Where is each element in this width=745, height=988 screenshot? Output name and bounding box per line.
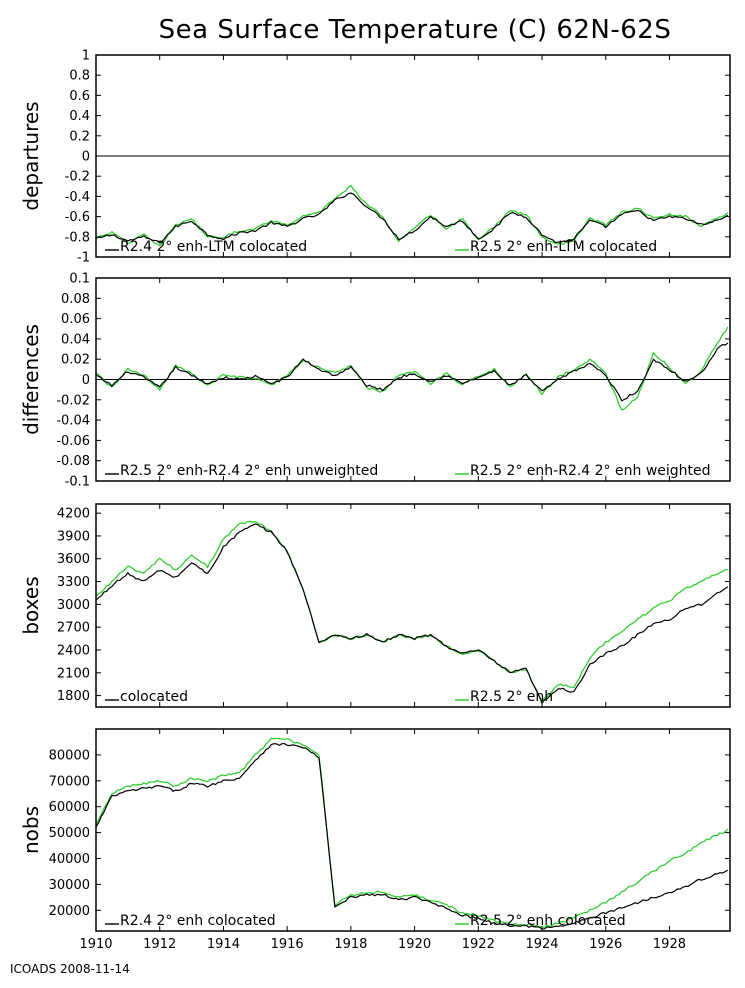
y-axis-title: nobs — [19, 806, 43, 854]
y-tick-label: 80000 — [49, 748, 90, 763]
panel-frame — [95, 728, 731, 932]
x-tick-label: 1916 — [271, 937, 304, 952]
y-tick-label: 50000 — [49, 826, 90, 841]
panel-differences: -0.1 -0.08 -0.06 -0.04 -0.02 0 0.02 0.04 0.06 0.0… — [19, 272, 731, 490]
x-tick-label: 1920 — [398, 937, 431, 952]
y-tick-label: 0.08 — [61, 292, 90, 307]
x-tick-label: 1926 — [589, 937, 622, 952]
y-tick-label: -0.8 — [65, 230, 90, 245]
y-tick-label: 0 — [82, 373, 90, 388]
y-axis-title: differences — [19, 324, 43, 435]
y-tick-label: -0.04 — [56, 414, 90, 429]
x-tick-label: 1914 — [207, 937, 240, 952]
series-line-black — [95, 342, 729, 402]
y-tick-label: 2100 — [57, 666, 90, 681]
y-tick-label: 2400 — [57, 643, 90, 658]
y-tick-label: 0.8 — [69, 69, 90, 84]
series-line-black — [95, 192, 729, 244]
chart-panels: -1 -0.8 -0.6 -0.4 -0.2 0 0.2 0.4 0.6 0.8 1 departur… — [19, 49, 731, 932]
y-tick-label: 0 — [82, 150, 90, 165]
series-line-black — [95, 743, 729, 930]
y-tick-label: 2700 — [57, 621, 90, 636]
panel-departures: -1 -0.8 -0.6 -0.4 -0.2 0 0.2 0.4 0.6 0.8 1 departur… — [19, 49, 731, 266]
x-tick-label: 1922 — [462, 937, 495, 952]
legend-label: R2.5 2° enh — [470, 689, 553, 705]
y-tick-label: 0.4 — [69, 109, 90, 124]
y-tick-label: -1 — [77, 251, 90, 266]
y-tick-label: 0.2 — [69, 129, 90, 144]
y-tick-label: 0.1 — [69, 272, 90, 287]
series-line-green — [95, 737, 729, 928]
legend-label: R2.4 2° enh-LTM colocated — [120, 239, 307, 255]
series-line-green — [95, 184, 729, 247]
y-tick-label: 30000 — [49, 878, 90, 893]
panel-nobs: 20000 30000 40000 50000 60000 70000 80000 nobs R… — [19, 728, 731, 932]
y-tick-label: 1 — [82, 49, 90, 64]
y-tick-label: -0.1 — [65, 475, 90, 490]
legend-label: R2.5 2° enh-R2.4 2° enh unweighted — [120, 463, 378, 479]
y-tick-label: -0.02 — [56, 393, 90, 408]
panel-boxes: 1800 2100 2400 2700 3000 3300 3600 3900 4200 boxe… — [19, 503, 731, 708]
legend-label: R2.5 2° enh-LTM colocated — [470, 239, 657, 255]
y-tick-label: 3300 — [57, 575, 90, 590]
y-axis-title: boxes — [19, 576, 43, 634]
series-line-green — [95, 520, 728, 702]
y-tick-label: 3600 — [57, 552, 90, 567]
y-tick-label: 0.02 — [61, 353, 90, 368]
y-tick-label: -0.4 — [65, 190, 90, 205]
y-tick-label: 20000 — [49, 904, 90, 919]
series-line-green — [95, 326, 729, 411]
x-tick-label: 1918 — [334, 937, 367, 952]
y-tick-label: 70000 — [49, 774, 90, 789]
y-tick-label: 60000 — [49, 800, 90, 815]
legend-label: R2.5 2° enh-R2.4 2° enh weighted — [470, 463, 711, 479]
x-tick-label: 1928 — [653, 937, 686, 952]
panel-frame — [95, 277, 731, 482]
x-tick-label: 1912 — [143, 937, 176, 952]
panel-frame — [95, 503, 731, 708]
y-tick-label: 40000 — [49, 852, 90, 867]
series-line-black — [95, 523, 729, 704]
y-tick-label: 0.6 — [69, 89, 90, 104]
legend-label: R2.5 2° enh colocated — [470, 913, 626, 929]
footer-credit: ICOADS 2008-11-14 — [10, 962, 130, 976]
legend-label: R2.4 2° enh colocated — [120, 913, 276, 929]
chart-title: Sea Surface Temperature (C) 62N-62S — [159, 15, 672, 45]
y-tick-label: 3000 — [57, 598, 90, 613]
legend-label: colocated — [120, 689, 188, 705]
y-axis-title: departures — [19, 101, 43, 210]
panel-frame — [95, 54, 731, 258]
y-tick-label: -0.6 — [65, 210, 90, 225]
y-tick-label: 4200 — [57, 507, 90, 522]
y-tick-label: 0.06 — [61, 312, 90, 327]
y-tick-label: -0.2 — [65, 170, 90, 185]
y-tick-label: 1800 — [57, 689, 90, 704]
x-axis: 1910 1912 1914 1916 1918 1920 1922 1924 1926 1928 — [79, 937, 686, 952]
y-tick-label: 0.04 — [61, 332, 90, 347]
y-tick-label: -0.06 — [56, 434, 90, 449]
y-tick-label: 3900 — [57, 529, 90, 544]
x-tick-label: 1924 — [525, 937, 558, 952]
y-tick-label: -0.08 — [56, 454, 90, 469]
x-tick-label: 1910 — [79, 937, 112, 952]
